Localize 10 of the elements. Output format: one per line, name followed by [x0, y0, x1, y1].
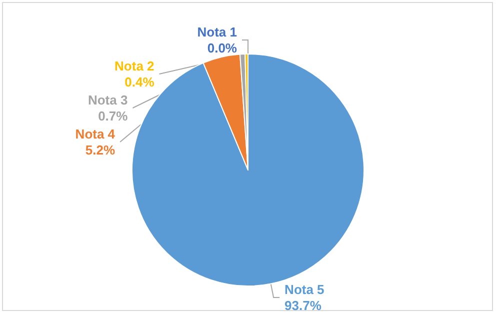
category-label: Nota 1 — [197, 24, 237, 40]
data-label: 0.4% — [124, 74, 155, 90]
slice-label: Nota 2 — [114, 58, 154, 74]
text: 0.0% — [207, 40, 237, 56]
slice-label: Nota 3 — [88, 92, 128, 108]
data-label: 93.7% — [284, 298, 322, 313]
data-label: 0.7% — [98, 108, 128, 124]
slice-label: Nota 4 — [75, 126, 116, 142]
slice-label: Nota 5 — [284, 282, 324, 297]
data-label: 5.2% — [85, 142, 116, 158]
